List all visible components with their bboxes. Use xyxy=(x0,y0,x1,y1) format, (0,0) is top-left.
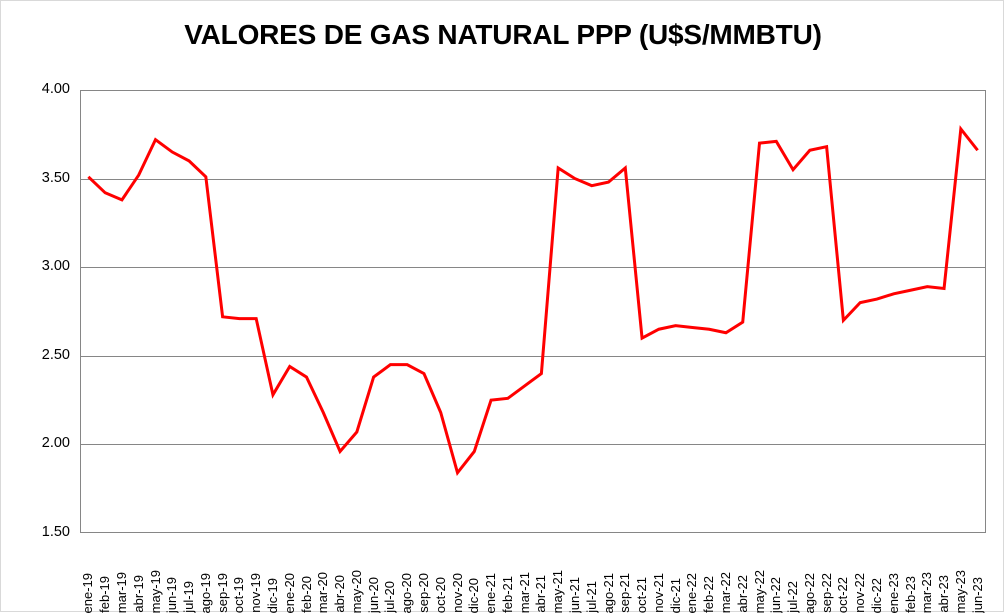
x-axis-tick-label: mar-20 xyxy=(315,571,331,613)
x-axis-tick-label: dic-22 xyxy=(868,577,884,613)
x-axis-tick-label: abr-21 xyxy=(533,575,549,613)
x-axis-tick-label: ago-20 xyxy=(399,572,415,613)
x-axis-tick-label: jul-19 xyxy=(181,581,197,613)
x-axis-tick-label: jun-20 xyxy=(365,576,381,613)
gridlines xyxy=(80,179,986,445)
x-axis-tick-label: ene-23 xyxy=(885,572,901,613)
y-axis-labels: 4.00 3.50 3.00 2.50 2.00 1.50 xyxy=(1,1,80,613)
x-axis-tick-label: oct-19 xyxy=(231,576,247,613)
x-axis-tick-label: nov-20 xyxy=(449,573,465,613)
x-axis-tick-label: nov-21 xyxy=(650,573,666,613)
x-axis-tick-label: oct-21 xyxy=(634,576,650,613)
x-axis-tick-label: ene-22 xyxy=(684,572,700,613)
x-axis-tick-label: feb-19 xyxy=(97,576,113,613)
x-axis-tick-label: ago-21 xyxy=(600,572,616,613)
x-axis-tick-label: dic-21 xyxy=(667,577,683,613)
x-axis-tick-label: mar-22 xyxy=(717,571,733,613)
x-axis-tick-label: sep-20 xyxy=(415,573,431,613)
chart-title: VALORES DE GAS NATURAL PPP (U$S/MMBTU) xyxy=(184,19,822,50)
x-axis-tick-label: abr-19 xyxy=(130,575,146,613)
x-axis-tick-label: dic-19 xyxy=(264,577,280,613)
x-axis-tick-label: may-20 xyxy=(348,569,364,613)
x-axis-tick-label: nov-22 xyxy=(852,573,868,613)
x-axis-tick-label: feb-20 xyxy=(298,576,314,613)
x-axis-tick-label: may-22 xyxy=(751,569,767,613)
x-axis-tick-label: feb-21 xyxy=(499,576,515,613)
y-axis-tick-label: 2.00 xyxy=(41,435,70,452)
y-axis-tick-label: 4.00 xyxy=(41,81,70,97)
x-axis-tick-label: mar-21 xyxy=(516,571,532,613)
y-axis-tick-label: 1.50 xyxy=(41,524,70,540)
x-axis-tick-label: abr-20 xyxy=(332,575,348,613)
x-axis-tick-label: nov-19 xyxy=(248,573,264,613)
x-axis-tick-label: ene-20 xyxy=(281,572,297,613)
x-axis-tick-label: abr-22 xyxy=(734,575,750,613)
x-axis-tick-label: sep-21 xyxy=(617,573,633,613)
x-axis-tick-label: mar-23 xyxy=(919,571,935,613)
x-axis-tick-label: jun-23 xyxy=(969,576,985,613)
x-axis-tick-label: jun-22 xyxy=(768,576,784,613)
x-axis-tick-label: mar-19 xyxy=(113,571,129,613)
x-axis-tick-label: ago-22 xyxy=(801,572,817,613)
x-axis-tick-label: may-21 xyxy=(550,569,566,613)
x-axis-labels: ene-19 feb-19 mar-19 abr-19 may-19 jun-19 jul-… xyxy=(80,535,986,613)
x-axis-tick-label: ene-21 xyxy=(483,572,499,613)
x-axis-tick-label: sep-19 xyxy=(214,573,230,613)
x-axis-tick-label: dic-20 xyxy=(466,577,482,613)
x-axis-tick-label: oct-20 xyxy=(432,576,448,613)
y-axis-tick-label: 3.00 xyxy=(41,258,70,275)
plot-area xyxy=(80,90,986,533)
x-axis-tick-label: may-23 xyxy=(952,569,968,613)
x-axis-tick-label: jun-19 xyxy=(164,576,180,613)
y-axis-tick-label: 2.50 xyxy=(41,346,70,363)
x-axis-tick-label: jun-21 xyxy=(566,576,582,613)
data-series-line xyxy=(87,125,979,476)
line-chart-svg xyxy=(80,90,986,533)
x-axis-tick-label: jul-22 xyxy=(785,581,801,613)
x-axis-tick-label: jul-20 xyxy=(382,581,398,613)
x-axis-tick-label: jul-21 xyxy=(583,581,599,613)
plot-border xyxy=(80,90,986,533)
x-axis-tick-label: may-19 xyxy=(147,569,163,613)
x-axis-tick-label: feb-22 xyxy=(701,576,717,613)
x-axis-tick-label: ene-19 xyxy=(80,572,96,613)
y-axis-tick-label: 3.50 xyxy=(41,169,70,186)
x-axis-tick-label: sep-22 xyxy=(818,573,834,613)
x-axis-tick-label: feb-23 xyxy=(902,576,918,613)
x-axis-tick-label: abr-23 xyxy=(936,575,952,613)
x-axis-tick-label: ago-19 xyxy=(197,572,213,613)
x-axis-tick-label: oct-22 xyxy=(835,576,851,613)
